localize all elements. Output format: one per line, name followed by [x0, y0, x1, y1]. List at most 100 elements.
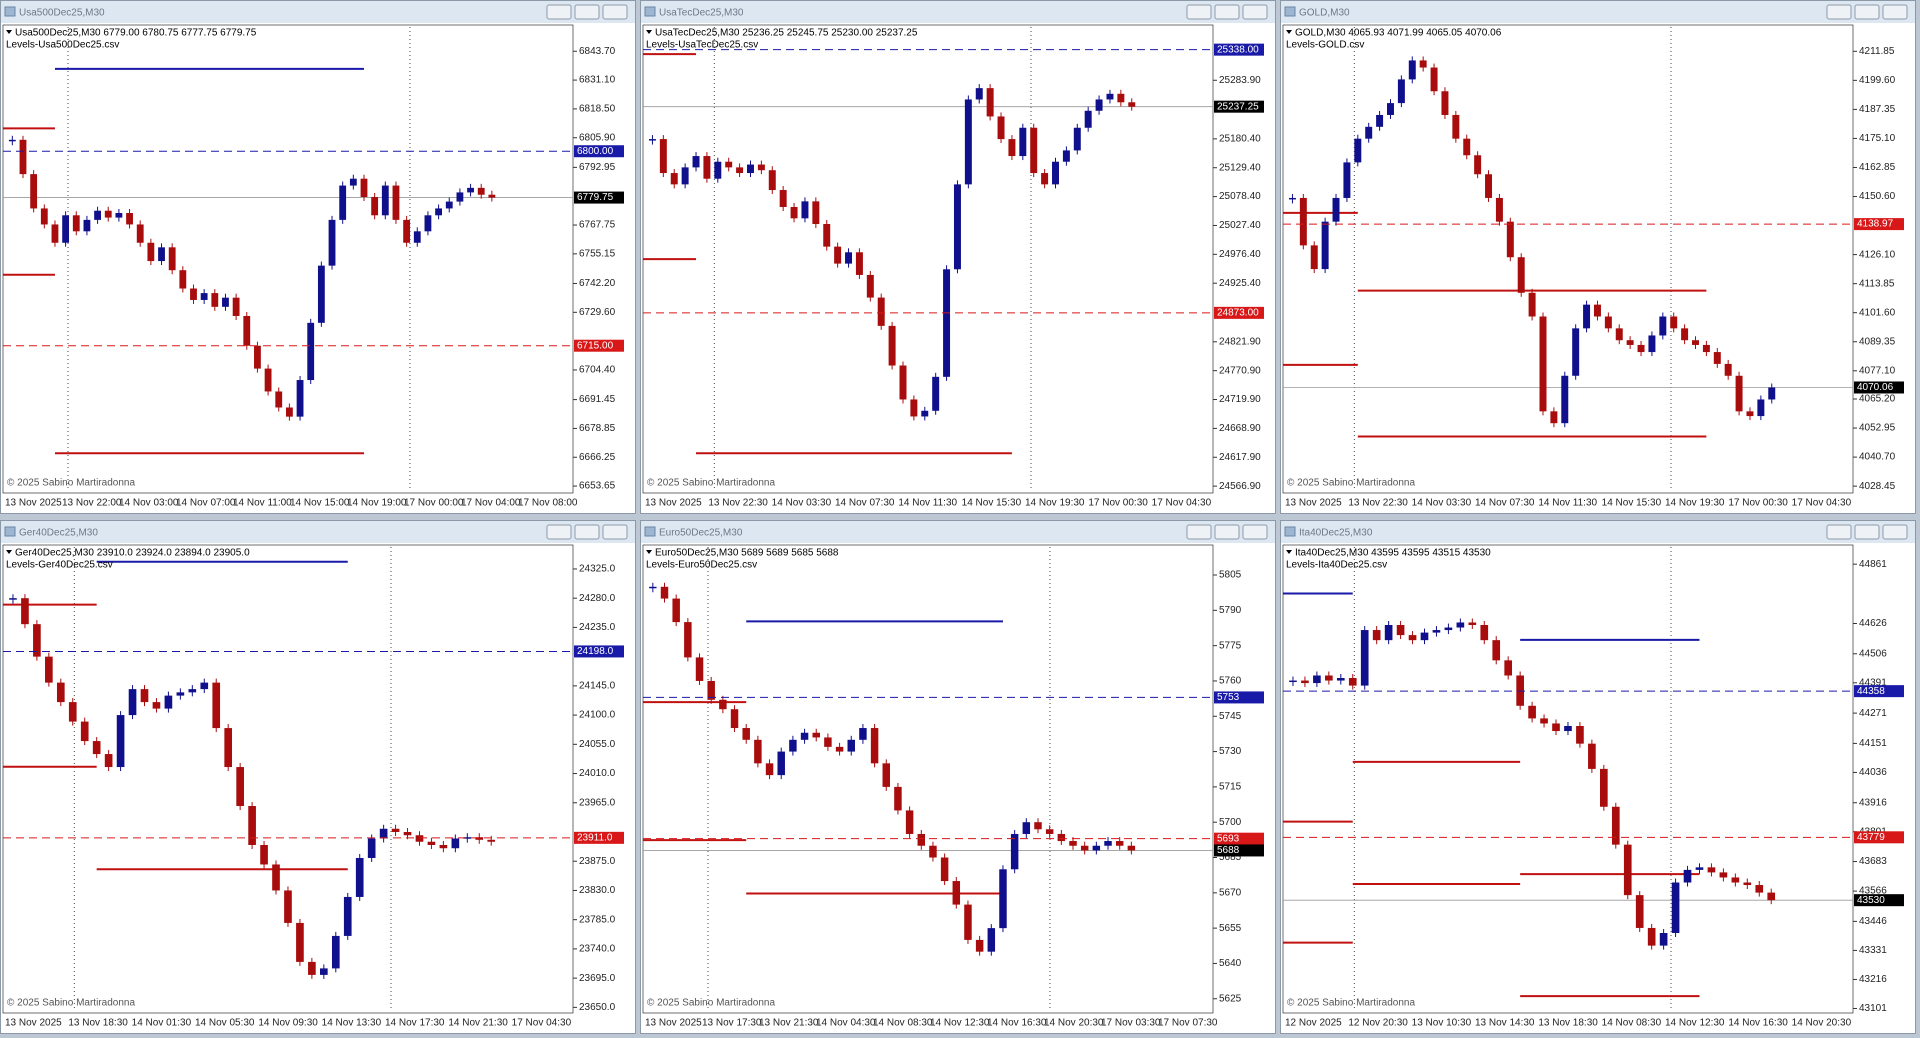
title-bar: [1281, 1, 1917, 23]
chart-window[interactable]: Ger40Dec25,M30 13 Nov 2025 13 Nov 18:30 14 …: [0, 520, 637, 1034]
candle: [1034, 822, 1042, 830]
x-tick-label: 17 Nov 03:30: [1101, 1018, 1161, 1029]
candle: [1659, 932, 1668, 946]
candle: [1504, 660, 1513, 676]
x-tick-label: 14 Nov 12:30: [1665, 1018, 1725, 1029]
candle: [1615, 328, 1623, 341]
window-button-min[interactable]: [546, 524, 572, 540]
y-tick-label: 25180.40: [1219, 133, 1261, 144]
x-tick-label: 14 Nov 08:30: [1602, 1018, 1662, 1029]
candle: [1528, 292, 1536, 317]
chart-window[interactable]: Ita40Dec25,M30 12 Nov 2025 12 Nov 20:30 13 …: [1280, 520, 1917, 1034]
window-button-close[interactable]: [602, 4, 628, 20]
window-button-max[interactable]: [574, 524, 600, 540]
candle: [1637, 344, 1645, 353]
menu-arrow[interactable]: [646, 30, 652, 34]
candle: [1095, 99, 1103, 111]
window-button-max[interactable]: [574, 4, 600, 20]
y-tick-label: 24280.0: [579, 593, 616, 604]
chart-window[interactable]: UsaTecDec25,M30 13 Nov 2025 13 Nov 22:30 14…: [640, 0, 1277, 514]
candle: [1384, 625, 1393, 641]
y-tick-label: 5640: [1219, 958, 1242, 969]
window-button-close[interactable]: [1882, 524, 1908, 540]
y-tick-label: 6767.75: [579, 220, 616, 231]
candle: [964, 904, 972, 940]
candle: [243, 315, 251, 346]
menu-arrow[interactable]: [1286, 30, 1292, 34]
x-tick-label: 13 Nov 22:30: [708, 498, 768, 509]
candle: [714, 161, 722, 179]
window-button-min[interactable]: [1826, 4, 1852, 20]
window-button-max[interactable]: [1214, 4, 1240, 20]
chart-window[interactable]: GOLD,M30 13 Nov 2025 13 Nov 22:30 14 Nov 03…: [1280, 0, 1917, 514]
x-tick-label: 13 Nov 10:30: [1412, 1018, 1472, 1029]
candle: [1441, 91, 1449, 115]
x-tick-label: 17 Nov 04:00: [461, 498, 521, 509]
window-button-close[interactable]: [1882, 4, 1908, 20]
candle: [1092, 845, 1101, 851]
y-tick-label: 4089.35: [1859, 336, 1896, 347]
window-title: UsaTecDec25,M30: [659, 8, 744, 19]
chart-window[interactable]: Euro50Dec25,M30 13 Nov 2025 13 Nov 17:30 13…: [640, 520, 1277, 1034]
candle: [1332, 197, 1340, 222]
candle: [1492, 640, 1501, 661]
x-tick-label: 12 Nov 2025: [1285, 1018, 1342, 1029]
candle: [21, 598, 29, 625]
last-price-tag: [574, 191, 624, 204]
symbol-info: UsaTecDec25,M30 25236.25 25245.75 25230.…: [655, 28, 918, 39]
candle: [1576, 725, 1584, 744]
x-tick-label: 13 Nov 18:30: [1538, 1018, 1598, 1029]
x-tick-label: 17 Nov 04:30: [1792, 498, 1852, 509]
window-button-max[interactable]: [1214, 524, 1240, 540]
y-tick-label: 6843.70: [579, 46, 616, 57]
window-button-max[interactable]: [1854, 4, 1880, 20]
y-tick-label: 25129.40: [1219, 162, 1261, 173]
menu-arrow[interactable]: [646, 550, 652, 554]
y-tick-label: 24145.0: [579, 681, 616, 692]
candle: [236, 767, 244, 807]
window-button-close[interactable]: [602, 524, 628, 540]
y-tick-label: 23740.0: [579, 944, 616, 955]
indicator-name: Levels-Usa500Dec25.csv: [6, 40, 119, 51]
candle: [940, 857, 949, 882]
candle: [320, 968, 328, 975]
menu-arrow[interactable]: [6, 550, 12, 554]
window-button-close[interactable]: [1242, 524, 1268, 540]
candle: [695, 657, 704, 681]
x-tick-label: 14 Nov 03:30: [1412, 498, 1472, 509]
window-icon: [4, 6, 16, 17]
candle: [964, 99, 972, 185]
candle: [445, 201, 453, 209]
x-tick-label: 13 Nov 2025: [645, 1018, 702, 1029]
candle: [19, 139, 27, 175]
window-button-close[interactable]: [1242, 4, 1268, 20]
copyright: © 2025 Sabino Martiradonna: [647, 478, 775, 489]
last-price-tag: [1854, 381, 1904, 394]
candle: [285, 407, 293, 417]
level-tag: [1214, 832, 1264, 845]
candle: [152, 702, 161, 709]
candle: [975, 939, 984, 952]
menu-arrow[interactable]: [1286, 550, 1292, 554]
candle: [703, 156, 711, 179]
candle: [1768, 387, 1776, 400]
menu-arrow[interactable]: [6, 30, 12, 34]
window-button-min[interactable]: [546, 4, 572, 20]
window-button-min[interactable]: [1826, 524, 1852, 540]
candle: [1681, 328, 1689, 341]
candle: [905, 810, 914, 834]
window-button-min[interactable]: [1186, 4, 1212, 20]
x-tick-label: 14 Nov 07:30: [1475, 498, 1535, 509]
y-tick-label: 24668.90: [1219, 423, 1261, 434]
window-button-min[interactable]: [1186, 524, 1212, 540]
candle: [1336, 678, 1345, 681]
level-label: 24198.0: [577, 646, 614, 657]
y-tick-label: 5745: [1219, 711, 1242, 722]
plot-area: [642, 544, 1214, 1014]
y-tick-label: 24925.40: [1219, 278, 1261, 289]
level-tag: [1854, 685, 1904, 698]
candle: [317, 265, 325, 323]
chart-window[interactable]: Usa500Dec25,M30 13 Nov 2025 13 Nov 22:00 14…: [0, 0, 637, 514]
window-button-max[interactable]: [1854, 524, 1880, 540]
